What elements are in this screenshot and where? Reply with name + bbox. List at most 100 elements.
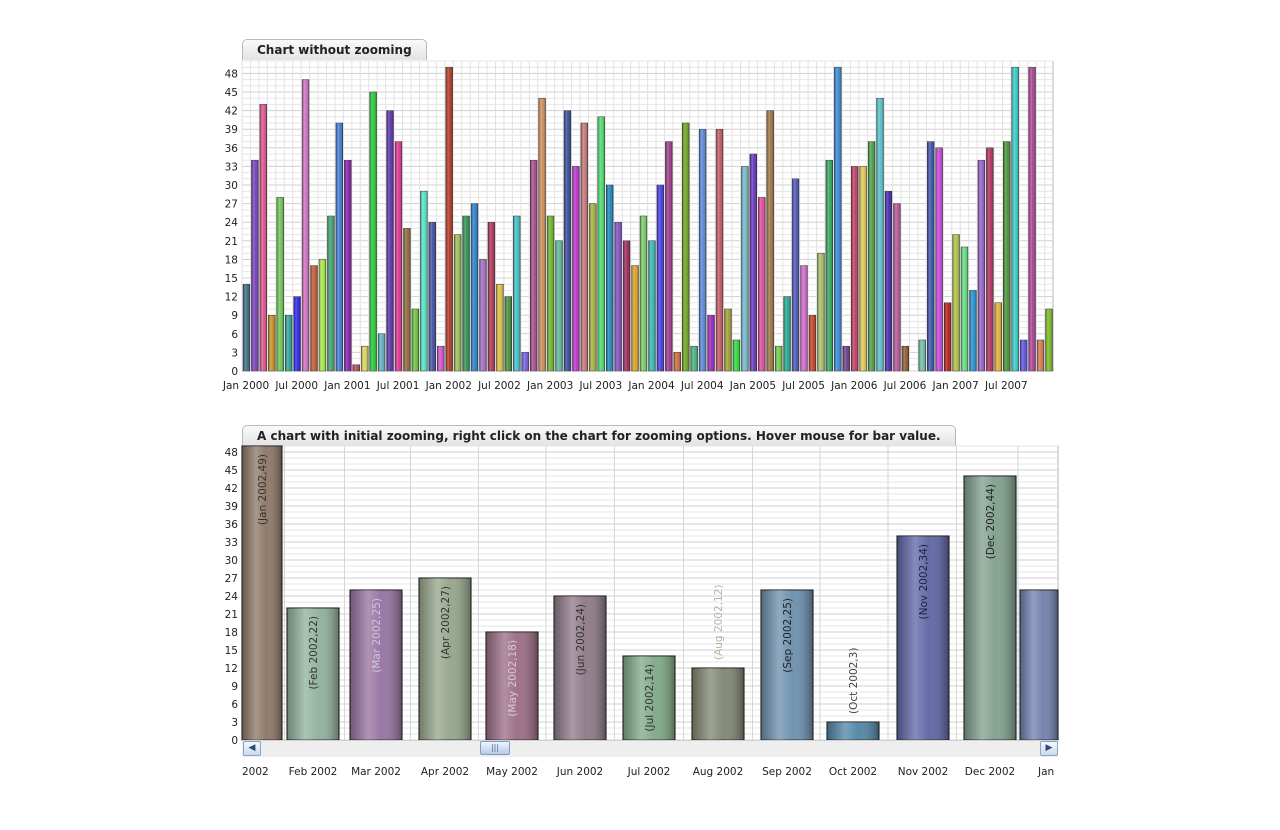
chart2-bar-shade bbox=[287, 608, 339, 740]
chart1-bar-shade bbox=[952, 234, 960, 371]
chart1-xtick-label: Jan 2005 bbox=[729, 380, 776, 392]
chart1-bar-shade bbox=[369, 92, 377, 371]
chart1-title-tab: Chart without zooming bbox=[242, 39, 427, 60]
chart1-ytick-label: 3 bbox=[231, 347, 238, 359]
chart1-xtick-label: Jan 2002 bbox=[425, 380, 472, 392]
chart1-ytick-label: 33 bbox=[225, 161, 238, 173]
chart1-bar-shade bbox=[918, 340, 926, 371]
chart1-bar-shade bbox=[927, 141, 935, 371]
chart1-bar-shade bbox=[530, 160, 538, 371]
chart1-ytick-label: 27 bbox=[225, 199, 238, 211]
chart1-bar-shade bbox=[1028, 67, 1036, 371]
chart1-bar-shade bbox=[741, 166, 749, 371]
chart1-ytick-label: 9 bbox=[231, 310, 238, 322]
chart1-ytick-label: 30 bbox=[225, 180, 238, 192]
chart1-bar-shade bbox=[310, 265, 318, 371]
chart1-xtick-label: Jul 2003 bbox=[578, 380, 622, 392]
chart1-bar-shade bbox=[572, 166, 580, 371]
chart1-bar-shade bbox=[766, 110, 774, 371]
chart1-xtick-label: Jul 2004 bbox=[680, 380, 724, 392]
chart1-bar-shade bbox=[395, 141, 402, 371]
chart1-xtick-label: Jul 2007 bbox=[984, 380, 1028, 392]
chart1-bar-shade bbox=[327, 216, 335, 371]
chart1-bar-shade bbox=[251, 160, 259, 371]
scroll-left-icon[interactable]: ◀ bbox=[243, 741, 261, 756]
chart1-bar-shade bbox=[749, 154, 757, 371]
chart2-ytick-label: 45 bbox=[225, 465, 238, 477]
scroll-right-icon[interactable]: ▶ bbox=[1040, 741, 1058, 756]
chart1-bar-shade bbox=[640, 216, 647, 371]
chart1-bar-shade bbox=[428, 222, 436, 371]
chart2-bar-value-label: (Aug 2002,12) bbox=[713, 585, 725, 660]
chart1-bar-shade bbox=[834, 67, 842, 371]
chart1-bar-shade bbox=[665, 141, 673, 371]
chart1-bar-shade bbox=[859, 166, 867, 371]
chart1-bar-shade bbox=[580, 123, 588, 371]
chart1-xtick-label: Jul 2000 bbox=[274, 380, 318, 392]
chart2-xtick-label: Jul 2002 bbox=[627, 766, 671, 778]
chart2-bar-shade bbox=[350, 590, 402, 740]
chart1-bar-shade bbox=[276, 197, 284, 371]
chart2-bar-value-label: (Nov 2002,34) bbox=[918, 544, 930, 619]
chart1-bar-shade bbox=[699, 129, 707, 371]
chart1-bar-shade bbox=[1045, 309, 1053, 371]
chart1-ytick-label: 36 bbox=[225, 143, 239, 155]
chart1-ytick-label: 39 bbox=[225, 124, 238, 136]
chart2-xtick-label: Oct 2002 bbox=[829, 766, 877, 778]
chart1-bar-shade bbox=[673, 352, 681, 371]
chart1-bar-shade bbox=[293, 296, 301, 371]
chart1-bar-shade bbox=[631, 265, 639, 371]
chart2-xtick-label: Mar 2002 bbox=[351, 766, 401, 778]
chart2-bar-shade bbox=[1020, 590, 1058, 740]
chart1-bar-shade bbox=[597, 116, 605, 371]
chart2-scroll-thumb[interactable]: ||| bbox=[480, 741, 510, 755]
chart2-bar-shade bbox=[486, 632, 538, 740]
chart2-ytick-label: 36 bbox=[225, 519, 239, 531]
chart1-bar-shade bbox=[259, 104, 267, 372]
chart1-bar-shade bbox=[724, 309, 732, 371]
chart2-bar-shade bbox=[242, 446, 282, 740]
chart1-bar-shade bbox=[564, 110, 571, 371]
chart1-xtick-label: Jul 2005 bbox=[781, 380, 825, 392]
chart1-bar-shade bbox=[504, 296, 512, 371]
chart1-bar-shade bbox=[319, 259, 326, 371]
chart2-xtick-label: Apr 2002 bbox=[421, 766, 469, 778]
chart1-bar-shade bbox=[471, 203, 478, 371]
chart1-bar-shade bbox=[648, 240, 656, 371]
chart1-bar-shade bbox=[809, 315, 816, 371]
chart2-scrollbar[interactable] bbox=[242, 740, 1058, 757]
chart1-bar-shade bbox=[1003, 141, 1011, 371]
chart1-bar-shade bbox=[868, 141, 875, 371]
chart1-bar-shade bbox=[606, 185, 614, 371]
chart2-bar-value-label: (May 2002,18) bbox=[507, 640, 519, 717]
chart1-bar-shade bbox=[302, 79, 309, 371]
chart2-bar-shade bbox=[897, 536, 949, 740]
chart2-bar-value-label: (Mar 2002,25) bbox=[371, 598, 383, 673]
chart1-bar-shade bbox=[977, 160, 985, 371]
chart1-bar-shade bbox=[344, 160, 352, 371]
chart2-ytick-label: 33 bbox=[225, 537, 238, 549]
chart2-bar-shade bbox=[827, 722, 879, 740]
chart1-xtick-label: Jul 2001 bbox=[376, 380, 420, 392]
chart1-bar-shade bbox=[268, 315, 276, 371]
chart1-bar-shade bbox=[454, 234, 462, 371]
chart1-ytick-label: 42 bbox=[225, 106, 238, 118]
chart1-bar-shade bbox=[825, 160, 833, 371]
chart1-bar-shade bbox=[403, 228, 411, 371]
chart2-xtick-label: Jun 2002 bbox=[556, 766, 603, 778]
chart1-bar-shade bbox=[682, 123, 690, 371]
chart1-ytick-label: 24 bbox=[225, 217, 239, 229]
chart1-bar-shade bbox=[479, 259, 487, 371]
chart1-bar-shade bbox=[521, 352, 529, 371]
chart1-ytick-label: 48 bbox=[225, 68, 238, 80]
chart2-ytick-label: 24 bbox=[225, 591, 239, 603]
chart2-ytick-label: 0 bbox=[231, 735, 238, 747]
chart1-bar-shade bbox=[690, 346, 698, 371]
chart1-bar-shade bbox=[885, 191, 892, 371]
chart2-title-tab: A chart with initial zooming, right clic… bbox=[242, 425, 956, 446]
chart1-bar-shade bbox=[547, 216, 554, 371]
chart1-bar-shade bbox=[420, 191, 428, 371]
chart1-bar-shade bbox=[986, 147, 994, 371]
chart2-xtick-label: Feb 2002 bbox=[289, 766, 338, 778]
